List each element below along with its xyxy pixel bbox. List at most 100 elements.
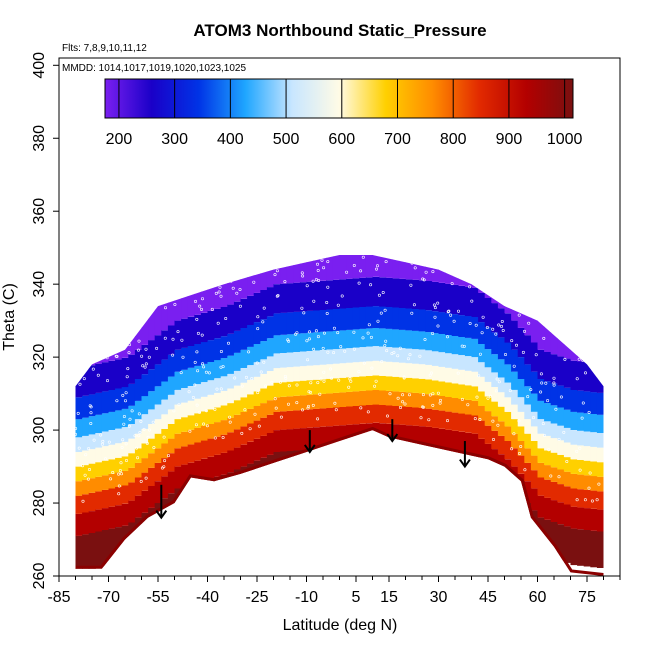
field-cell (260, 403, 268, 418)
obs-point (474, 323, 478, 327)
obs-point (148, 428, 152, 432)
obs-point (583, 498, 587, 502)
obs-point (542, 336, 546, 340)
field-cell (95, 255, 103, 364)
field-cell (563, 387, 572, 410)
field-cell (570, 506, 578, 529)
obs-point (87, 447, 91, 451)
field-cell (121, 470, 129, 486)
field-cell (478, 255, 486, 293)
field-cell (266, 255, 275, 288)
field-cell (412, 447, 420, 485)
obs-point (497, 380, 501, 384)
field-cell (339, 255, 347, 280)
field-cell (141, 414, 149, 429)
field-cell (405, 447, 413, 484)
obs-point (295, 383, 299, 387)
field-cell (293, 282, 301, 312)
field-cell (590, 446, 598, 462)
obs-point (306, 406, 310, 410)
field-cell (306, 310, 314, 333)
field-cell (438, 366, 446, 382)
field-cell (161, 443, 169, 459)
field-cell (517, 327, 525, 358)
obs-point (136, 456, 140, 460)
obs-point (481, 315, 485, 319)
obs-point (283, 374, 287, 378)
field-cell (438, 381, 446, 396)
obs-point (287, 384, 291, 388)
obs-point (433, 315, 437, 319)
obs-point (307, 337, 311, 341)
field-cell (108, 488, 116, 507)
field-cell (88, 416, 96, 435)
field-cell (299, 282, 308, 312)
field-cell (174, 448, 182, 467)
field-cell (491, 470, 499, 508)
obs-point (145, 441, 149, 445)
field-cell (596, 363, 604, 393)
field-cell (299, 366, 308, 381)
field-cell (372, 276, 380, 307)
field-cell (563, 471, 572, 487)
obs-point (127, 424, 131, 428)
colorbar-tick-label: 400 (217, 131, 244, 148)
field-cell (194, 365, 202, 385)
field-cell (445, 255, 453, 284)
field-cell (167, 471, 176, 494)
field-cell (550, 481, 558, 501)
field-cell (233, 255, 242, 302)
field-cell (313, 427, 321, 450)
obs-point (319, 377, 323, 381)
obs-point (196, 331, 200, 335)
x-tick-label: 45 (479, 589, 497, 606)
obs-point (575, 498, 579, 502)
field-cell (240, 426, 248, 445)
field-cell (339, 377, 347, 393)
obs-point (486, 396, 490, 400)
obs-point (227, 341, 231, 345)
field-cell (478, 292, 486, 323)
field-cell (610, 532, 617, 569)
field-cell (398, 424, 407, 447)
field-cell (313, 255, 321, 282)
field-cell (266, 356, 275, 371)
field-cell (412, 407, 420, 426)
obs-point (252, 280, 256, 284)
obs-point (221, 435, 225, 439)
field-cell (557, 484, 565, 503)
field-cell (88, 449, 96, 464)
field-cell (530, 488, 539, 511)
obs-point (529, 388, 533, 392)
field-cell (167, 409, 176, 424)
obs-point (117, 484, 121, 488)
field-cell (240, 327, 248, 350)
field-cell (537, 419, 545, 434)
field-cell (207, 438, 215, 457)
field-cell (260, 319, 268, 342)
obs-point (517, 313, 521, 317)
field-cell (425, 281, 433, 311)
obs-point (135, 446, 139, 450)
obs-point (273, 273, 277, 277)
x-tick-label: -70 (97, 589, 120, 606)
field-cell (247, 325, 255, 347)
obs-point (438, 398, 442, 402)
obs-point (546, 399, 550, 403)
obs-point (326, 350, 330, 354)
field-cell (405, 330, 413, 349)
field-cell (227, 373, 235, 389)
obs-point (217, 290, 221, 294)
field-cell (359, 328, 367, 348)
field-cell (134, 433, 143, 449)
field-cell (511, 255, 519, 321)
field-cell (194, 482, 202, 520)
obs-point (477, 374, 481, 378)
obs-point (499, 324, 503, 328)
field-cell (398, 391, 407, 407)
field-cell (464, 337, 473, 357)
field-cell (530, 371, 539, 394)
obs-point (478, 352, 482, 356)
field-cell (247, 379, 255, 395)
field-cell (115, 505, 123, 528)
